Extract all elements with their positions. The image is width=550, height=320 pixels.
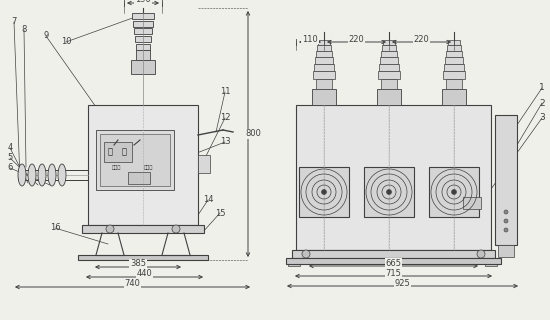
Bar xyxy=(136,50,150,60)
Bar xyxy=(382,45,396,51)
Bar xyxy=(96,130,174,190)
Ellipse shape xyxy=(38,164,46,186)
Text: 15: 15 xyxy=(214,209,225,218)
Circle shape xyxy=(106,225,114,233)
Bar xyxy=(314,64,334,71)
Text: 800: 800 xyxy=(245,130,261,139)
Bar xyxy=(446,51,462,57)
Bar xyxy=(288,258,300,266)
Bar xyxy=(445,57,463,64)
Bar xyxy=(299,167,349,217)
Text: 合: 合 xyxy=(122,148,126,156)
Bar xyxy=(128,172,150,184)
Bar xyxy=(380,57,398,64)
Bar xyxy=(104,142,132,162)
Bar xyxy=(463,197,481,209)
Text: 5: 5 xyxy=(7,154,13,163)
Ellipse shape xyxy=(28,164,36,186)
Bar xyxy=(444,64,464,71)
Text: 7: 7 xyxy=(12,18,16,27)
Text: 11: 11 xyxy=(220,87,230,97)
Bar xyxy=(131,60,155,74)
Circle shape xyxy=(504,210,508,214)
Text: 110: 110 xyxy=(302,35,318,44)
Bar xyxy=(448,40,460,45)
Bar xyxy=(379,64,399,71)
Bar xyxy=(381,79,397,89)
Bar xyxy=(133,21,153,27)
Bar xyxy=(316,51,332,57)
Text: 14: 14 xyxy=(203,196,213,204)
Bar xyxy=(134,28,152,34)
Text: 16: 16 xyxy=(50,223,60,233)
Bar xyxy=(381,51,397,57)
Text: 220: 220 xyxy=(349,35,364,44)
Text: 10: 10 xyxy=(60,37,72,46)
Text: 2: 2 xyxy=(539,99,545,108)
Text: 8: 8 xyxy=(21,26,27,35)
Bar xyxy=(296,105,491,250)
Bar xyxy=(495,115,517,245)
Bar xyxy=(82,225,204,233)
Text: 12: 12 xyxy=(220,114,230,123)
Text: 4: 4 xyxy=(7,143,13,153)
Bar xyxy=(446,79,462,89)
Circle shape xyxy=(322,189,327,195)
Bar xyxy=(378,71,400,79)
Circle shape xyxy=(172,225,180,233)
Bar xyxy=(313,71,335,79)
Bar xyxy=(312,89,336,105)
Bar xyxy=(429,167,479,217)
Text: 分: 分 xyxy=(107,148,113,156)
Circle shape xyxy=(504,219,508,223)
Bar xyxy=(100,134,170,186)
Bar xyxy=(316,79,332,89)
Bar xyxy=(443,71,465,79)
Text: 6: 6 xyxy=(7,164,13,172)
Circle shape xyxy=(387,189,392,195)
Text: 190: 190 xyxy=(135,0,151,4)
Bar xyxy=(318,40,330,45)
Text: 665: 665 xyxy=(386,259,401,268)
Text: 3: 3 xyxy=(539,114,545,123)
Bar xyxy=(286,258,501,264)
Text: 385: 385 xyxy=(130,260,146,268)
Text: 9: 9 xyxy=(43,31,48,41)
Bar xyxy=(485,258,497,266)
Circle shape xyxy=(302,250,310,258)
Text: 13: 13 xyxy=(219,138,230,147)
Bar xyxy=(315,57,333,64)
Ellipse shape xyxy=(58,164,66,186)
Text: 440: 440 xyxy=(136,269,152,278)
Circle shape xyxy=(504,228,508,232)
Bar xyxy=(442,89,466,105)
Text: 1: 1 xyxy=(539,84,545,92)
Bar xyxy=(498,245,514,257)
Bar xyxy=(132,13,154,19)
Bar xyxy=(383,40,395,45)
Text: 已储能: 已储能 xyxy=(111,165,120,171)
Text: 925: 925 xyxy=(395,278,410,287)
Bar xyxy=(135,36,151,42)
Bar xyxy=(364,167,414,217)
Bar xyxy=(136,44,150,50)
Text: 740: 740 xyxy=(124,279,140,289)
Bar xyxy=(377,89,401,105)
Text: 未储能: 未储能 xyxy=(144,165,153,171)
Bar xyxy=(88,105,198,225)
Circle shape xyxy=(452,189,456,195)
Bar xyxy=(78,255,208,260)
Bar xyxy=(447,45,461,51)
Bar xyxy=(198,155,210,173)
Text: 715: 715 xyxy=(386,268,401,277)
Ellipse shape xyxy=(18,164,26,186)
Bar xyxy=(317,45,331,51)
Circle shape xyxy=(477,250,485,258)
Bar xyxy=(292,250,495,258)
Text: 220: 220 xyxy=(414,35,430,44)
Ellipse shape xyxy=(48,164,56,186)
